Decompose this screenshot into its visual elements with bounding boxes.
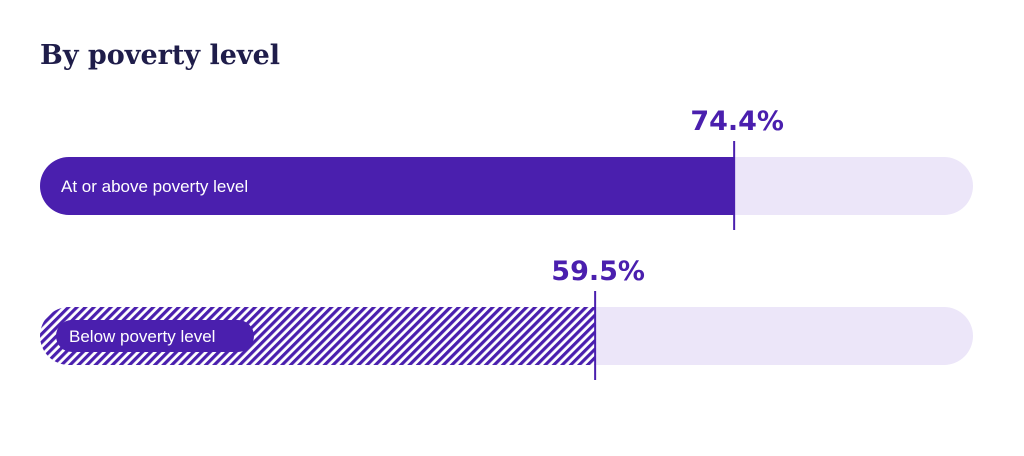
bar [40,157,735,215]
chart-title: By poverty level [40,40,281,71]
bar-value-label: 74.4% [690,106,784,137]
bar-category-label: Below poverty level [69,327,215,346]
bar-value-label: 59.5% [551,256,645,287]
bar-category-label: At or above poverty level [61,177,248,196]
label-pill [56,320,254,352]
